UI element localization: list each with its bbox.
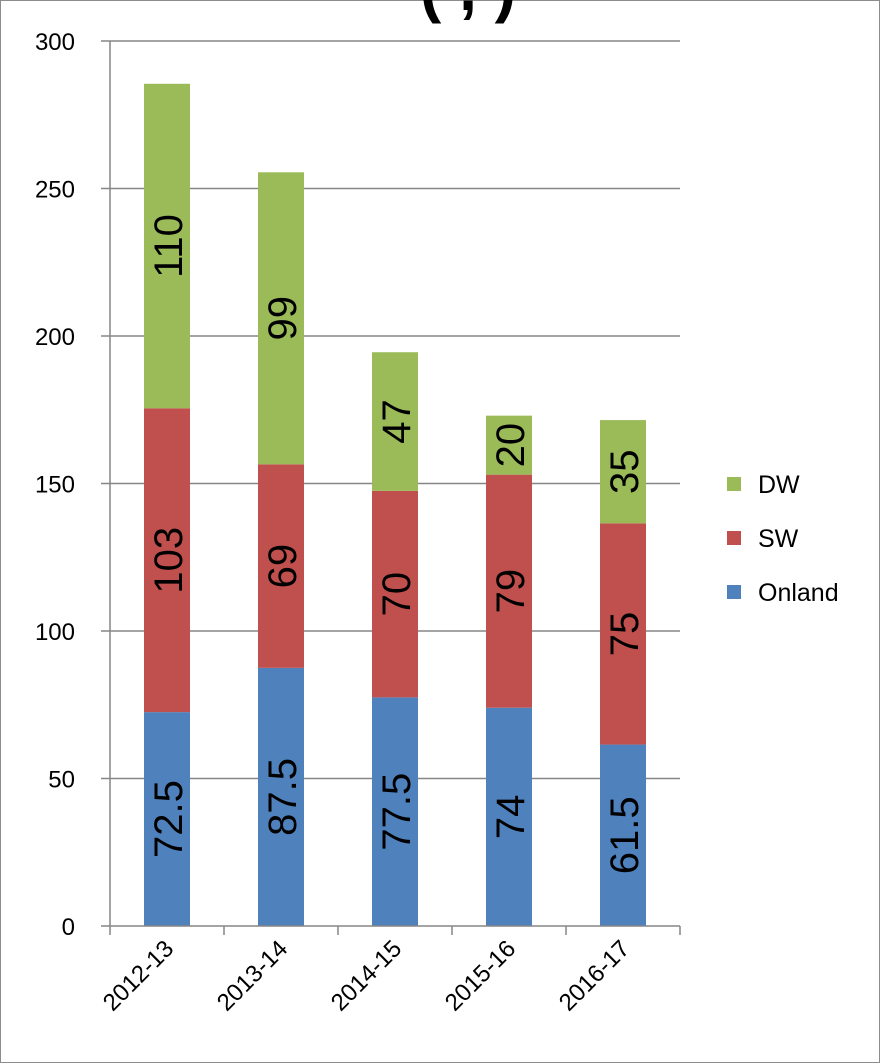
legend-swatch-dw (727, 477, 741, 491)
y-tick-label: 0 (62, 914, 75, 941)
x-tick-label: 2016-17 (554, 935, 635, 1016)
bar-segment-sw (600, 523, 646, 745)
bar-segment-dw (144, 83, 190, 409)
y-tick-label: 200 (35, 324, 75, 351)
bar-segment-sw (372, 490, 418, 698)
bar-segment-sw (486, 474, 532, 708)
data-label: 77.5 (375, 773, 419, 851)
bar-segment-dw (258, 172, 304, 465)
data-label: 35 (603, 449, 647, 494)
data-label: 110 (147, 214, 191, 278)
bar-segment-onland (486, 707, 532, 926)
legend-label-onland: Onland (758, 579, 839, 607)
data-label: 79 (489, 569, 533, 614)
data-label: 103 (147, 527, 191, 594)
bar-segment-onland (144, 712, 190, 926)
x-tick-label: 2015-16 (440, 935, 521, 1016)
bar-segment-dw (372, 352, 418, 491)
bar-segment-onland (372, 697, 418, 926)
legend-label-sw: SW (758, 525, 799, 553)
y-tick-label: 150 (35, 472, 75, 499)
bar-segment-sw (144, 408, 190, 713)
bar-segment-sw (258, 464, 304, 668)
bar-segment-onland (258, 667, 304, 926)
x-tick-label: 2013-14 (212, 935, 293, 1016)
data-label: 99 (261, 296, 305, 341)
x-tick-label: 2012-13 (98, 935, 179, 1016)
data-label: 72.5 (147, 780, 191, 858)
y-tick-label: 50 (48, 767, 75, 794)
legend-swatch-onland (727, 585, 741, 599)
data-label: 61.5 (603, 796, 647, 874)
legend-swatch-sw (727, 531, 741, 545)
legend-label-dw: DW (758, 471, 800, 499)
data-label: 70 (375, 572, 419, 617)
data-label: 47 (375, 399, 419, 444)
y-tick-label: 250 (35, 177, 75, 204)
y-tick-label: 100 (35, 619, 75, 646)
y-tick-label: 300 (35, 29, 75, 56)
bar-segment-dw (486, 415, 532, 475)
data-label: 87.5 (261, 758, 305, 836)
data-label: 74 (489, 795, 533, 840)
data-label: 20 (489, 423, 533, 468)
data-label: 69 (261, 544, 305, 589)
chart-title-fragment: ( , ) (420, 0, 516, 24)
bar-segment-dw (600, 420, 646, 524)
x-tick-label: 2014-15 (326, 935, 407, 1016)
data-label: 75 (603, 612, 647, 657)
bar-segment-onland (600, 744, 646, 926)
